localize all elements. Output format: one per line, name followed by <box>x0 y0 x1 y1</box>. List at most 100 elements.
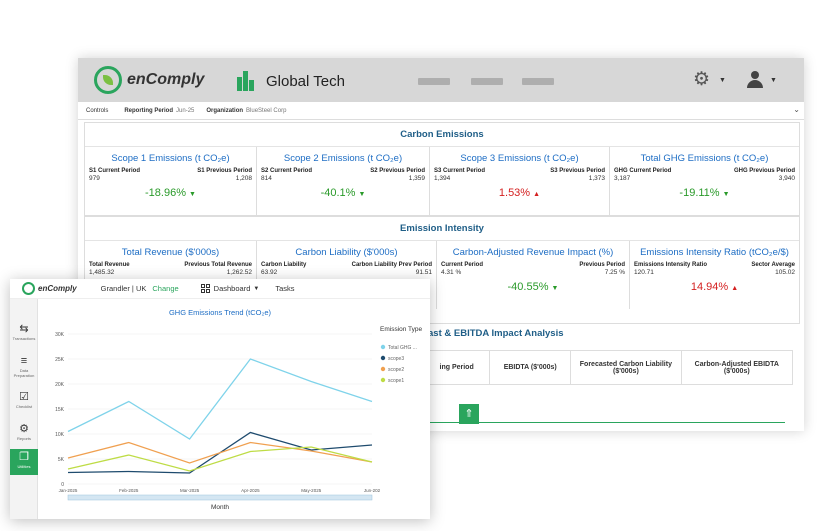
kpi-card: Emissions Intensity Ratio (tCO₂e/$) Emiss… <box>630 241 799 309</box>
kpi-previous-label: Carbon Liability Prev Period <box>351 262 432 268</box>
kpi-delta: -40.1% ▼ <box>261 187 425 199</box>
dashboard-label: Dashboard <box>213 284 251 293</box>
trend-arrow-icon: ▼ <box>551 285 559 292</box>
logo-icon <box>22 282 35 295</box>
intensity-cards: Total Revenue ($'000s) Total Revenue Previ… <box>85 241 799 309</box>
kpi-previous-value: 7.25 % <box>604 269 625 276</box>
kpi-title: Carbon Liability ($'000s) <box>295 247 398 258</box>
y-tick-label: 20K <box>55 382 65 388</box>
sidebar-item-transactions[interactable]: ⇆ Transactions <box>10 323 38 341</box>
kpi-delta-value: -19.11% <box>679 187 720 199</box>
trend-arrow-icon: ▲ <box>533 191 541 198</box>
legend-marker <box>380 366 386 372</box>
change-org-link[interactable]: Change <box>152 284 179 293</box>
legend-marker <box>380 344 386 350</box>
carbon-emissions-section: Carbon Emissions Scope 1 Emissions (t CO… <box>84 122 800 216</box>
brand-logo[interactable]: enComply <box>94 66 204 94</box>
kpi-title: Scope 1 Emissions (t CO₂e) <box>111 153 230 164</box>
kpi-card: Scope 1 Emissions (t CO₂e) S1 Current Per… <box>85 147 257 215</box>
controls-label: Controls <box>86 107 109 114</box>
nav-item-2[interactable] <box>471 78 503 85</box>
organization-name: Global Tech <box>266 73 345 90</box>
legend-title: Emission Type <box>380 326 423 333</box>
kpi-card: Total GHG Emissions (t CO₂e) GHG Current … <box>610 147 799 215</box>
kpi-current-value: 814 <box>261 175 272 182</box>
y-tick-label: 10K <box>55 432 65 438</box>
kpi-delta-value: -18.96% <box>145 187 186 199</box>
chart-title: GHG Emissions Trend (tCO₂e) <box>169 308 272 317</box>
kpi-current-label: Carbon Liability <box>261 262 307 268</box>
y-tick-label: 30K <box>55 332 65 338</box>
kpi-previous-label: S2 Previous Period <box>370 168 425 174</box>
nav-item-1[interactable] <box>418 78 450 85</box>
kpi-previous-label: Previous Period <box>579 262 625 268</box>
ebitda-title: ast & EBITDA Impact Analysis <box>428 328 564 339</box>
brand-name: enComply <box>127 71 205 88</box>
divider <box>423 422 785 423</box>
ebitda-table-header: ing Period EBIDTA ($'000s) Forecasted Ca… <box>423 350 793 385</box>
chart-window: enComply Grandler | UK Change Dashboard … <box>10 279 430 519</box>
gear-icon[interactable]: ⚙ <box>693 69 711 90</box>
trend-arrow-icon: ▲ <box>731 285 739 292</box>
x-axis-label: Month <box>211 504 229 511</box>
chevron-down-icon[interactable]: ▼ <box>770 77 777 84</box>
chevron-down-icon[interactable]: ⌄ <box>793 105 800 114</box>
legend-marker <box>380 377 386 383</box>
kpi-current-label: S1 Current Period <box>89 168 141 174</box>
kpi-current-value: 979 <box>89 175 100 182</box>
kpi-previous-value: 1,262.52 <box>226 269 252 276</box>
nav-item-3[interactable] <box>522 78 554 85</box>
tasks-menu[interactable]: Tasks <box>275 284 295 293</box>
series-line-scope2 <box>67 441 373 464</box>
sidebar-label: Checklist <box>15 404 33 409</box>
kpi-delta: -40.55% ▼ <box>441 281 625 293</box>
chevron-down-icon[interactable]: ▼ <box>719 77 726 84</box>
kpi-delta: -18.96% ▼ <box>89 187 252 199</box>
kpi-card: Total Revenue ($'000s) Total Revenue Previ… <box>85 241 257 309</box>
kpi-delta-value: -40.55% <box>507 281 549 293</box>
kpi-current-label: GHG Current Period <box>614 168 672 174</box>
table-header-cell: Forecasted Carbon Liability ($'000s) <box>571 351 682 384</box>
kpi-previous-value: 1,208 <box>235 175 252 182</box>
org-name: Grandler | UK <box>100 284 147 293</box>
legend-entry: scope3 <box>388 356 404 362</box>
series-line-Total GHG ... <box>67 358 373 440</box>
sidebar-item-data-preparation[interactable]: ≡ Data Preparation <box>10 355 38 378</box>
controls-bar[interactable]: Controls Reporting Period Jun-25 Organiz… <box>78 102 804 120</box>
kpi-current-value: 1,485.32 <box>89 269 115 276</box>
x-tick-label: Mar-2025 <box>180 488 200 493</box>
period-value: Jun-25 <box>176 107 195 114</box>
kpi-previous-value: 1,359 <box>408 175 425 182</box>
kpi-current-value: 120.71 <box>634 269 654 276</box>
checklist-icon: ☑ <box>19 391 29 403</box>
org-value: BlueSteel Corp <box>246 107 287 114</box>
sidebar-item-reports[interactable]: ⚙ Reports <box>10 423 38 441</box>
sidebar-label: Utilities <box>17 464 31 469</box>
sidebar-item-checklist[interactable]: ☑ Checklist <box>10 391 38 409</box>
kpi-previous-label: S1 Previous Period <box>197 168 252 174</box>
top-bar: enComply Global Tech ⚙ ▼ ▼ <box>78 58 804 102</box>
kpi-delta-value: 14.94% <box>690 281 729 293</box>
kpi-previous-value: 1,373 <box>588 175 605 182</box>
kpi-title: Total Revenue ($'000s) <box>121 247 220 258</box>
carbon-cards: Scope 1 Emissions (t CO₂e) S1 Current Per… <box>85 147 799 215</box>
ghg-trend-chart: GHG Emissions Trend (tCO₂e) 0 5K 10K 15K 20K 2… <box>55 308 423 511</box>
kpi-previous-value: 105.02 <box>775 269 795 276</box>
reports-icon: ⚙ <box>19 423 29 435</box>
sidebar-item-utilities[interactable]: ❐ Utilities <box>10 449 38 475</box>
y-tick-label: 5K <box>58 457 65 463</box>
kpi-current-value: 3,187 <box>614 175 631 182</box>
kpi-previous-label: S3 Previous Period <box>550 168 605 174</box>
brand-logo[interactable]: enComply <box>22 282 77 295</box>
kpi-current-label: S3 Current Period <box>434 168 486 174</box>
kpi-current-label: Emissions Intensity Ratio <box>634 262 708 268</box>
kpi-title: Scope 2 Emissions (t CO₂e) <box>283 153 403 164</box>
kpi-current-label: Current Period <box>441 262 484 268</box>
sidebar-label: Data Preparation <box>13 368 35 378</box>
user-icon[interactable] <box>746 71 764 89</box>
scroll-up-button[interactable]: ⇑ <box>459 404 479 424</box>
kpi-card: Carbon Liability ($'000s) Carbon Liabilit… <box>257 241 437 309</box>
front-top-bar: enComply Grandler | UK Change Dashboard … <box>10 279 430 299</box>
kpi-title: Emissions Intensity Ratio (tCO₂e/$) <box>640 247 789 258</box>
dashboard-menu[interactable]: Dashboard ▼ <box>200 284 259 293</box>
